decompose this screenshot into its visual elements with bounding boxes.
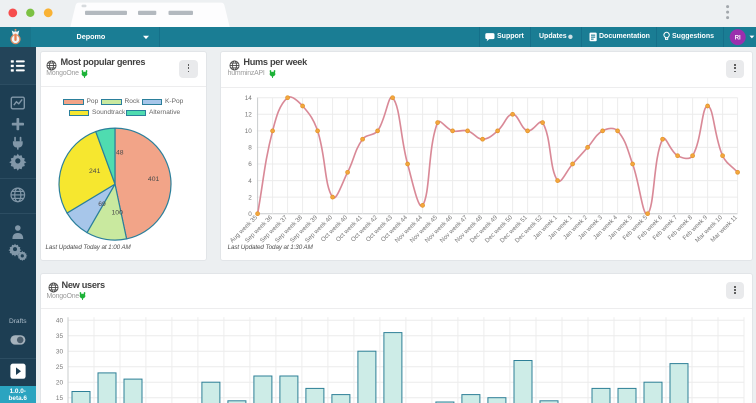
svg-text:8: 8: [249, 144, 253, 151]
svg-text:12: 12: [245, 111, 253, 118]
svg-text:69: 69: [98, 201, 106, 208]
svg-text:40: 40: [55, 317, 63, 324]
svg-text:401: 401: [147, 176, 159, 183]
svg-text:100: 100: [111, 209, 123, 216]
svg-text:4: 4: [249, 177, 253, 184]
svg-text:25: 25: [55, 364, 63, 371]
svg-text:14: 14: [245, 95, 253, 102]
svg-text:30: 30: [55, 348, 63, 355]
svg-text:20: 20: [55, 379, 63, 386]
svg-text:241: 241: [89, 168, 101, 175]
svg-text:10: 10: [245, 128, 253, 135]
svg-text:35: 35: [55, 333, 63, 340]
svg-text:15: 15: [55, 395, 63, 402]
svg-text:48: 48: [116, 149, 124, 156]
svg-text:0: 0: [249, 211, 253, 218]
svg-text:6: 6: [249, 161, 253, 168]
svg-text:2: 2: [249, 194, 253, 201]
svg-text:RI: RI: [735, 35, 741, 41]
